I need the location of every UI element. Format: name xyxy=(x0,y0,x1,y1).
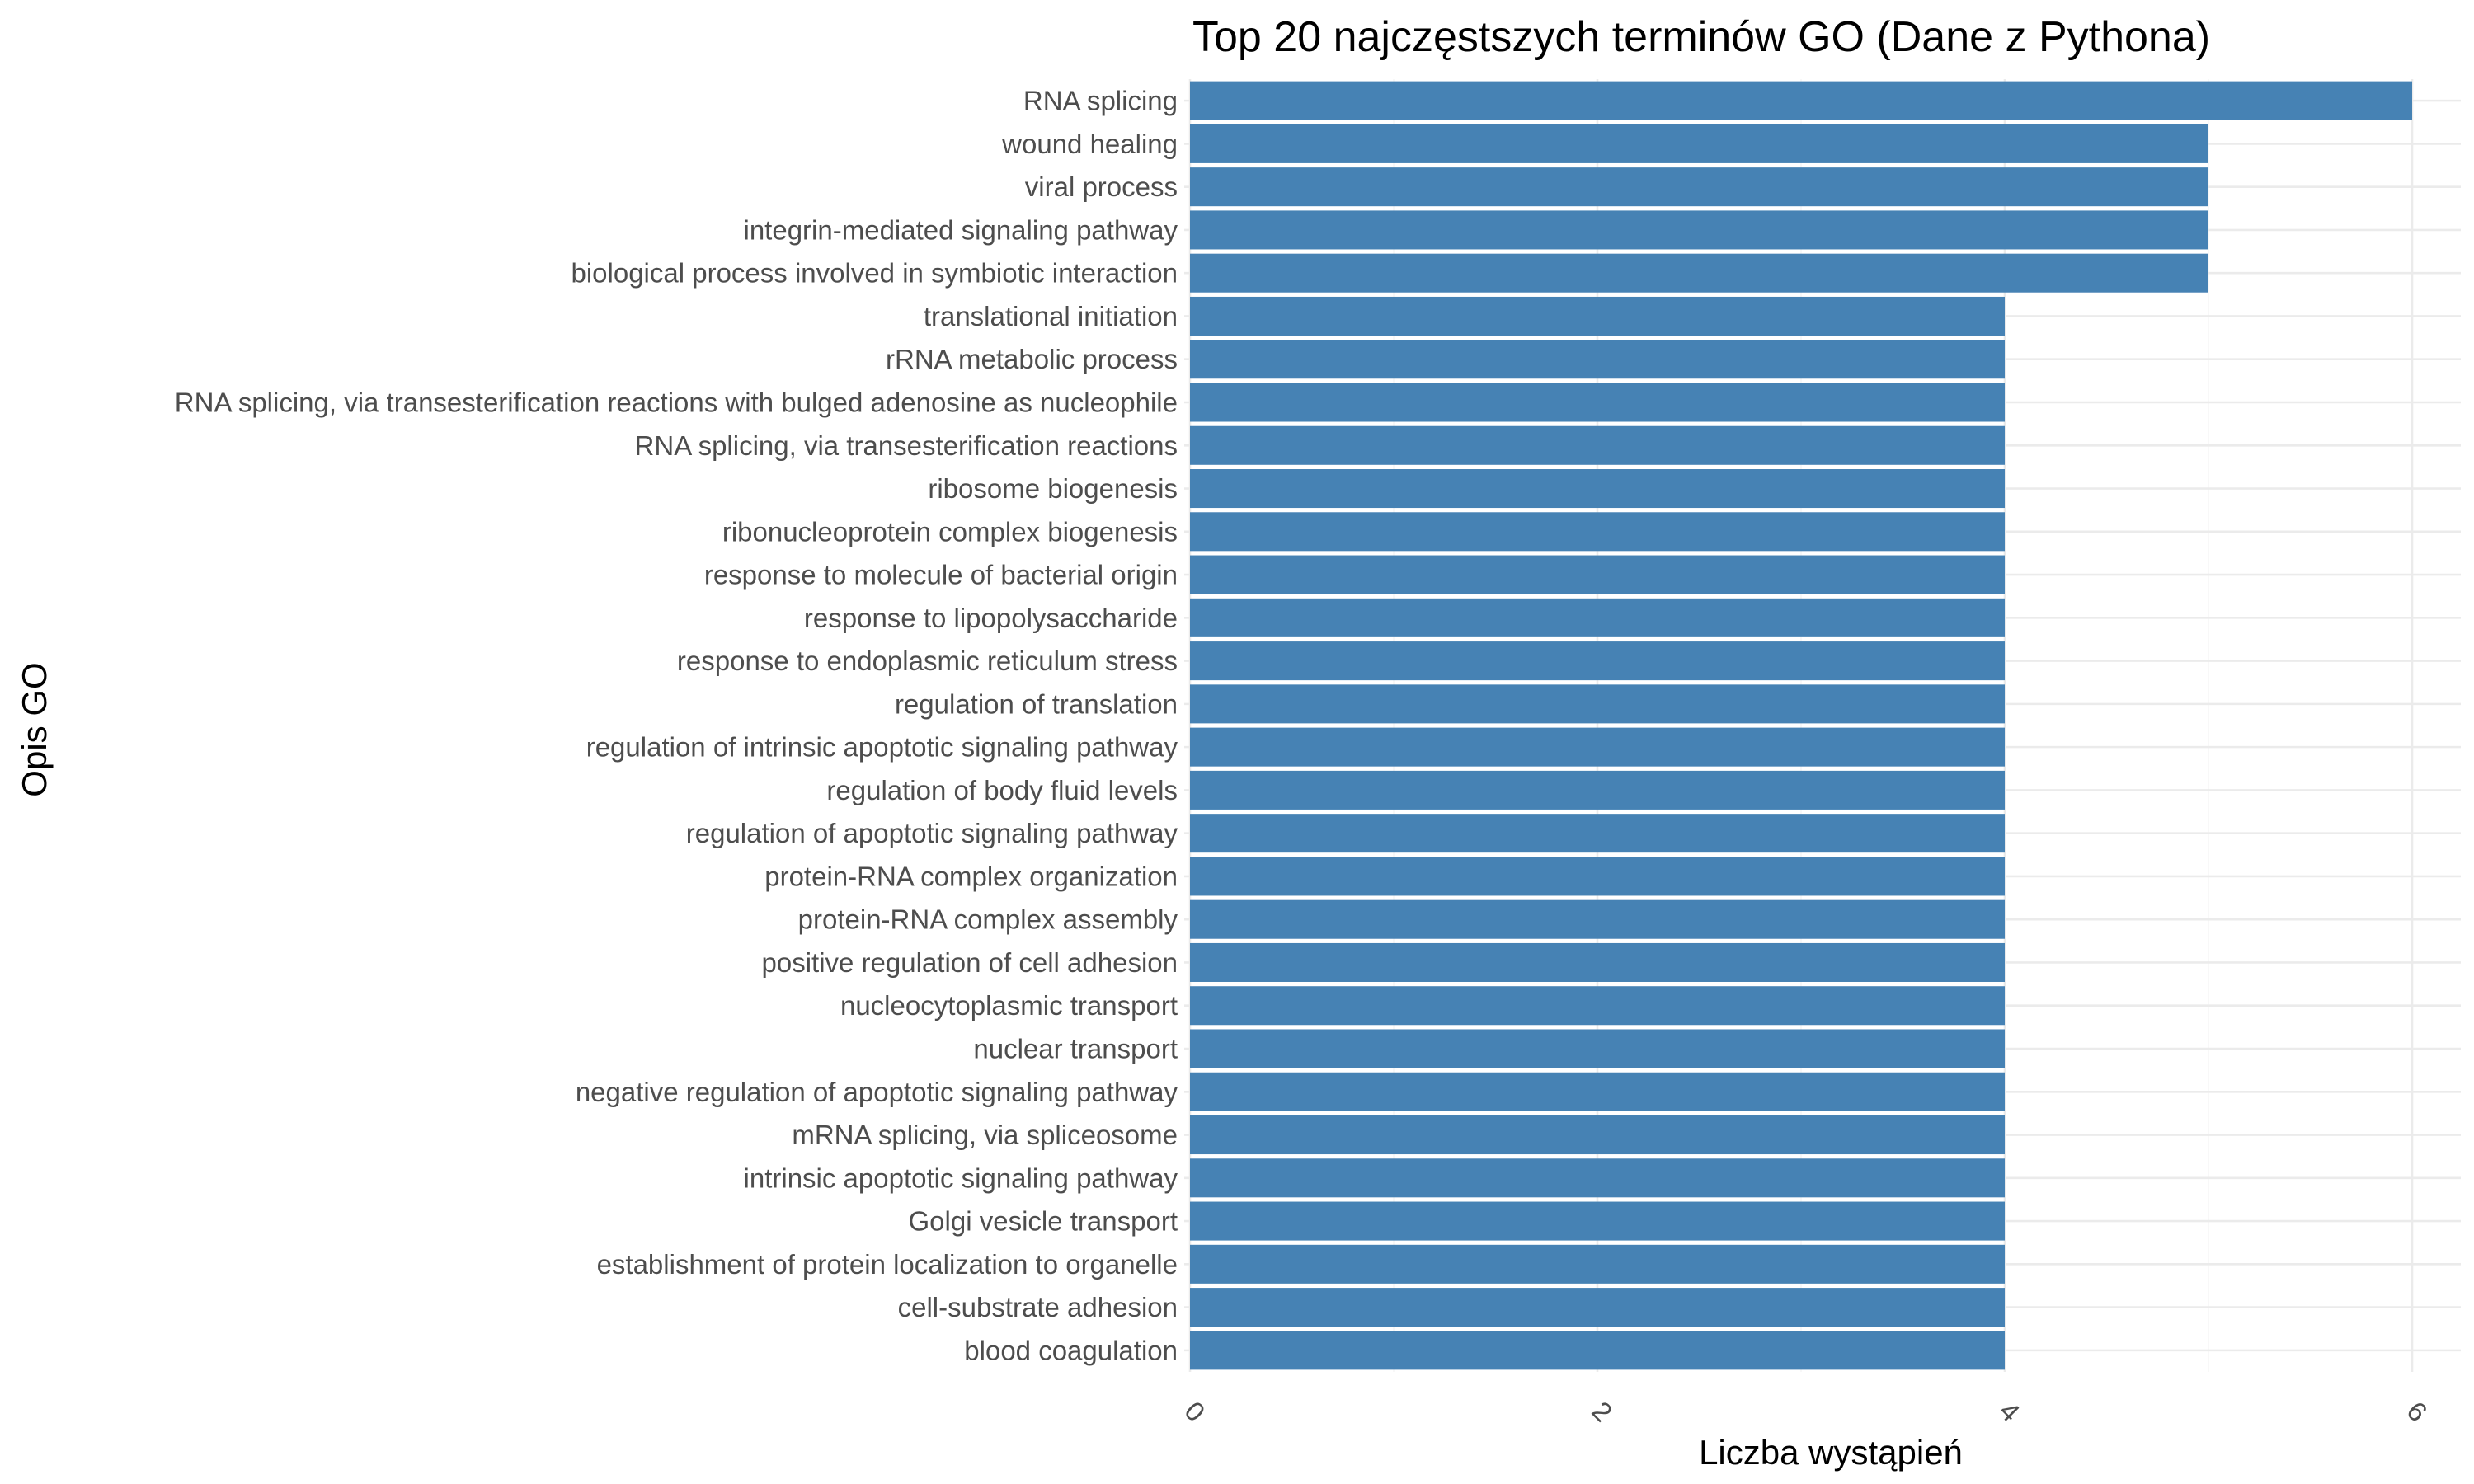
bar xyxy=(1190,210,2208,250)
bar xyxy=(1190,857,2005,896)
y-tick-label: protein-RNA complex organization xyxy=(764,861,1178,891)
y-tick-labels: RNA splicing wound healing viral process in… xyxy=(175,86,1178,1366)
bar xyxy=(1190,598,2005,637)
y-tick-label: response to molecule of bacterial origin xyxy=(704,560,1178,590)
bar xyxy=(1190,512,2005,552)
bar xyxy=(1190,899,2005,939)
y-tick-label: intrinsic apoptotic signaling pathway xyxy=(744,1162,1178,1193)
bar xyxy=(1190,124,2208,163)
bar xyxy=(1190,81,2412,120)
bar xyxy=(1190,814,2005,853)
x-tick-labels: 0 2 4 6 xyxy=(1178,1395,2433,1427)
bar xyxy=(1190,253,2208,293)
bar xyxy=(1190,1244,2005,1284)
bar xyxy=(1190,425,2005,465)
bar xyxy=(1190,1288,2005,1327)
y-tick-label: ribonucleoprotein complex biogenesis xyxy=(722,516,1178,547)
bar xyxy=(1190,555,2005,594)
bar xyxy=(1190,1331,2005,1370)
y-tick-label: translational initiation xyxy=(924,301,1178,331)
bar xyxy=(1190,1158,2005,1198)
y-tick-label: establishment of protein localization to… xyxy=(597,1249,1178,1280)
bar xyxy=(1190,167,2208,207)
bar xyxy=(1190,727,2005,767)
bar xyxy=(1190,383,2005,422)
y-tick-label: RNA splicing xyxy=(1023,86,1178,116)
bar xyxy=(1190,770,2005,810)
y-tick-label: integrin-mediated signaling pathway xyxy=(744,214,1178,245)
y-tick-label: regulation of body fluid levels xyxy=(826,775,1178,805)
bar xyxy=(1190,641,2005,681)
y-tick-label: ribosome biogenesis xyxy=(928,473,1178,504)
bar xyxy=(1190,469,2005,509)
y-tick-label: blood coagulation xyxy=(964,1335,1178,1365)
x-tick-label: 2 xyxy=(1586,1395,1618,1427)
bar xyxy=(1190,296,2005,336)
bar xyxy=(1190,942,2005,982)
y-tick-label: rRNA metabolic process xyxy=(886,344,1178,374)
bar xyxy=(1190,1072,2005,1111)
bar xyxy=(1190,684,2005,724)
y-tick-label: cell-substrate adhesion xyxy=(898,1292,1178,1322)
y-tick-label: response to lipopolysaccharide xyxy=(804,603,1178,633)
y-tick-label: wound healing xyxy=(1001,129,1178,159)
y-tick-label: biological process involved in symbiotic… xyxy=(571,258,1178,289)
y-tick-label: positive regulation of cell adhesion xyxy=(762,947,1178,978)
y-axis-label: Opis GO xyxy=(15,662,54,796)
y-tick-label: regulation of apoptotic signaling pathwa… xyxy=(686,818,1178,848)
y-tick-label: response to endoplasmic reticulum stress xyxy=(677,646,1178,676)
y-tick-label: RNA splicing, via transesterification re… xyxy=(635,430,1178,461)
y-tick-label: protein-RNA complex assembly xyxy=(798,904,1178,935)
x-tick-label: 4 xyxy=(1993,1395,2025,1427)
x-axis-label: Liczba wystąpień xyxy=(1699,1433,1963,1472)
bar xyxy=(1190,1201,2005,1241)
y-tick-label: Golgi vesicle transport xyxy=(909,1206,1178,1237)
y-tick-label: nucleocytoplasmic transport xyxy=(840,990,1178,1021)
chart-title: Top 20 najczęstszych terminów GO (Dane z… xyxy=(1192,13,2210,61)
y-tick-label: viral process xyxy=(1025,171,1178,202)
bar-layer xyxy=(1190,81,2412,1370)
y-tick-label: regulation of translation xyxy=(895,688,1178,719)
y-tick-label: negative regulation of apoptotic signali… xyxy=(576,1077,1178,1107)
bar xyxy=(1190,1029,2005,1068)
y-tick-label: mRNA splicing, via spliceosome xyxy=(792,1120,1178,1150)
y-tick-label: regulation of intrinsic apoptotic signal… xyxy=(586,732,1178,763)
bar xyxy=(1190,986,2005,1026)
x-tick-label: 0 xyxy=(1178,1395,1211,1427)
x-tick-label: 6 xyxy=(2401,1395,2433,1427)
bar xyxy=(1190,1115,2005,1155)
y-tick-label: RNA splicing, via transesterification re… xyxy=(175,387,1178,418)
bar xyxy=(1190,340,2005,379)
y-tick-label: nuclear transport xyxy=(973,1034,1178,1064)
